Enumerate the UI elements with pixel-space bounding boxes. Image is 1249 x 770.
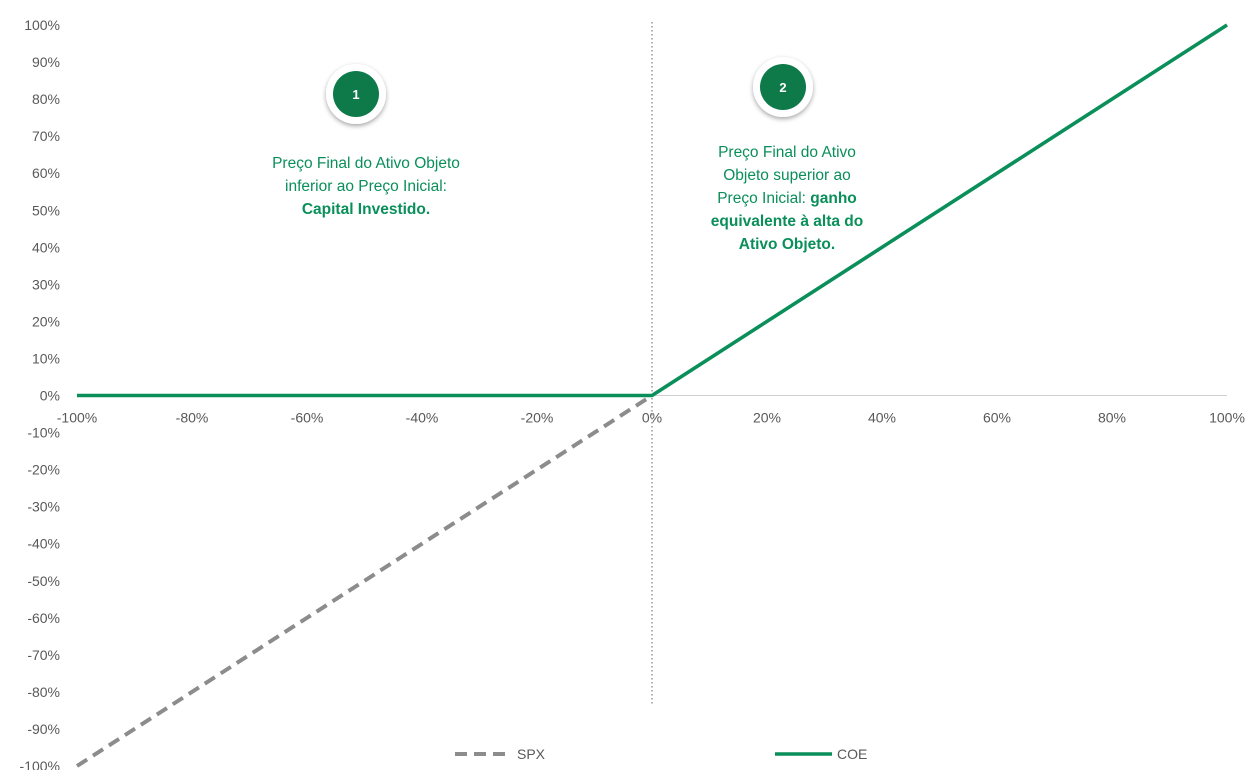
badge-2: 2 — [753, 57, 813, 117]
y-tick-label: -50% — [27, 573, 60, 589]
y-tick-label: -90% — [27, 721, 60, 737]
y-tick-label: 80% — [32, 91, 60, 107]
y-tick-label: 30% — [32, 276, 60, 292]
annotation-line: Capital Investido. — [302, 201, 430, 218]
x-tick-label: -20% — [521, 410, 554, 426]
y-tick-label: 40% — [32, 239, 60, 255]
x-tick-label: 40% — [868, 410, 896, 426]
legend-item-coe: COE — [775, 746, 867, 762]
y-tick-label: -40% — [27, 536, 60, 552]
y-tick-label: 0% — [40, 388, 60, 404]
badge-circle — [760, 64, 806, 110]
series-line-spx — [75, 393, 654, 768]
annotation-line: Preço Inicial: ganho — [717, 190, 857, 207]
y-tick-label: -20% — [27, 462, 60, 478]
annotation-line: Objeto superior ao — [723, 167, 851, 184]
legend: SPX COE — [455, 746, 867, 762]
annotation-segment: ganho — [810, 190, 857, 207]
y-tick-label: -80% — [27, 684, 60, 700]
badge-1: 1 — [326, 64, 386, 124]
y-axis-tick-labels: 100% 90% 80% 70% 60% 50% 40% 30% 20% 10% 0% -10% -20… — [20, 17, 60, 770]
y-tick-label: 70% — [32, 128, 60, 144]
x-tick-label: -40% — [406, 410, 439, 426]
legend-label: COE — [837, 746, 867, 762]
y-tick-label: -100% — [20, 758, 60, 770]
y-tick-label: 20% — [32, 313, 60, 329]
x-tick-label: 60% — [983, 410, 1011, 426]
y-tick-label: -70% — [27, 647, 60, 663]
badge-number: 1 — [352, 87, 359, 102]
annotation-segment: Objeto superior ao — [723, 167, 851, 184]
y-tick-label: 90% — [32, 54, 60, 70]
annotation-line: equivalente à alta do — [711, 213, 863, 230]
annotation-segment: Capital Investido. — [302, 201, 430, 218]
y-tick-label: -30% — [27, 499, 60, 515]
x-tick-label: 80% — [1098, 410, 1126, 426]
x-tick-label: 0% — [642, 410, 662, 426]
series-layer — [75, 23, 1228, 768]
legend-item-spx: SPX — [455, 746, 546, 762]
x-tick-label: -80% — [176, 410, 209, 426]
annotation-line: Preço Final do Ativo — [718, 144, 856, 161]
annotation-segment: Preço Final do Ativo Objeto — [272, 155, 460, 172]
y-tick-label: -10% — [27, 425, 60, 441]
annotations: 1 Preço Final do Ativo Objeto inferior ao … — [272, 57, 863, 253]
y-tick-label: -60% — [27, 610, 60, 626]
series-line-coe — [77, 23, 1228, 398]
legend-label: SPX — [517, 746, 546, 762]
annotation-line: inferior ao Preço Inicial: — [285, 178, 447, 195]
annotation-segment: Preço Inicial: — [717, 190, 810, 207]
badge-circle — [333, 71, 379, 117]
annotation-segment: Preço Final do Ativo — [718, 144, 856, 161]
annotation-line: Ativo Objeto. — [739, 236, 835, 253]
x-tick-label: -100% — [57, 410, 97, 426]
y-tick-label: 10% — [32, 350, 60, 366]
x-tick-label: 100% — [1209, 410, 1245, 426]
badge-number: 2 — [779, 80, 786, 95]
annotation-line: Preço Final do Ativo Objeto — [272, 155, 460, 172]
x-tick-label: 20% — [753, 410, 781, 426]
annotation-segment: Ativo Objeto. — [739, 236, 835, 253]
y-tick-label: 50% — [32, 202, 60, 218]
x-tick-label: -60% — [291, 410, 324, 426]
y-tick-label: 60% — [32, 165, 60, 181]
y-tick-label: 100% — [24, 17, 60, 33]
x-axis-tick-labels: -100% -80% -60% -40% -20% 0% 20% 40% 60% 80% 100% — [57, 410, 1245, 426]
annotation-segment: equivalente à alta do — [711, 213, 863, 230]
annotation-segment: inferior ao Preço Inicial: — [285, 178, 447, 195]
